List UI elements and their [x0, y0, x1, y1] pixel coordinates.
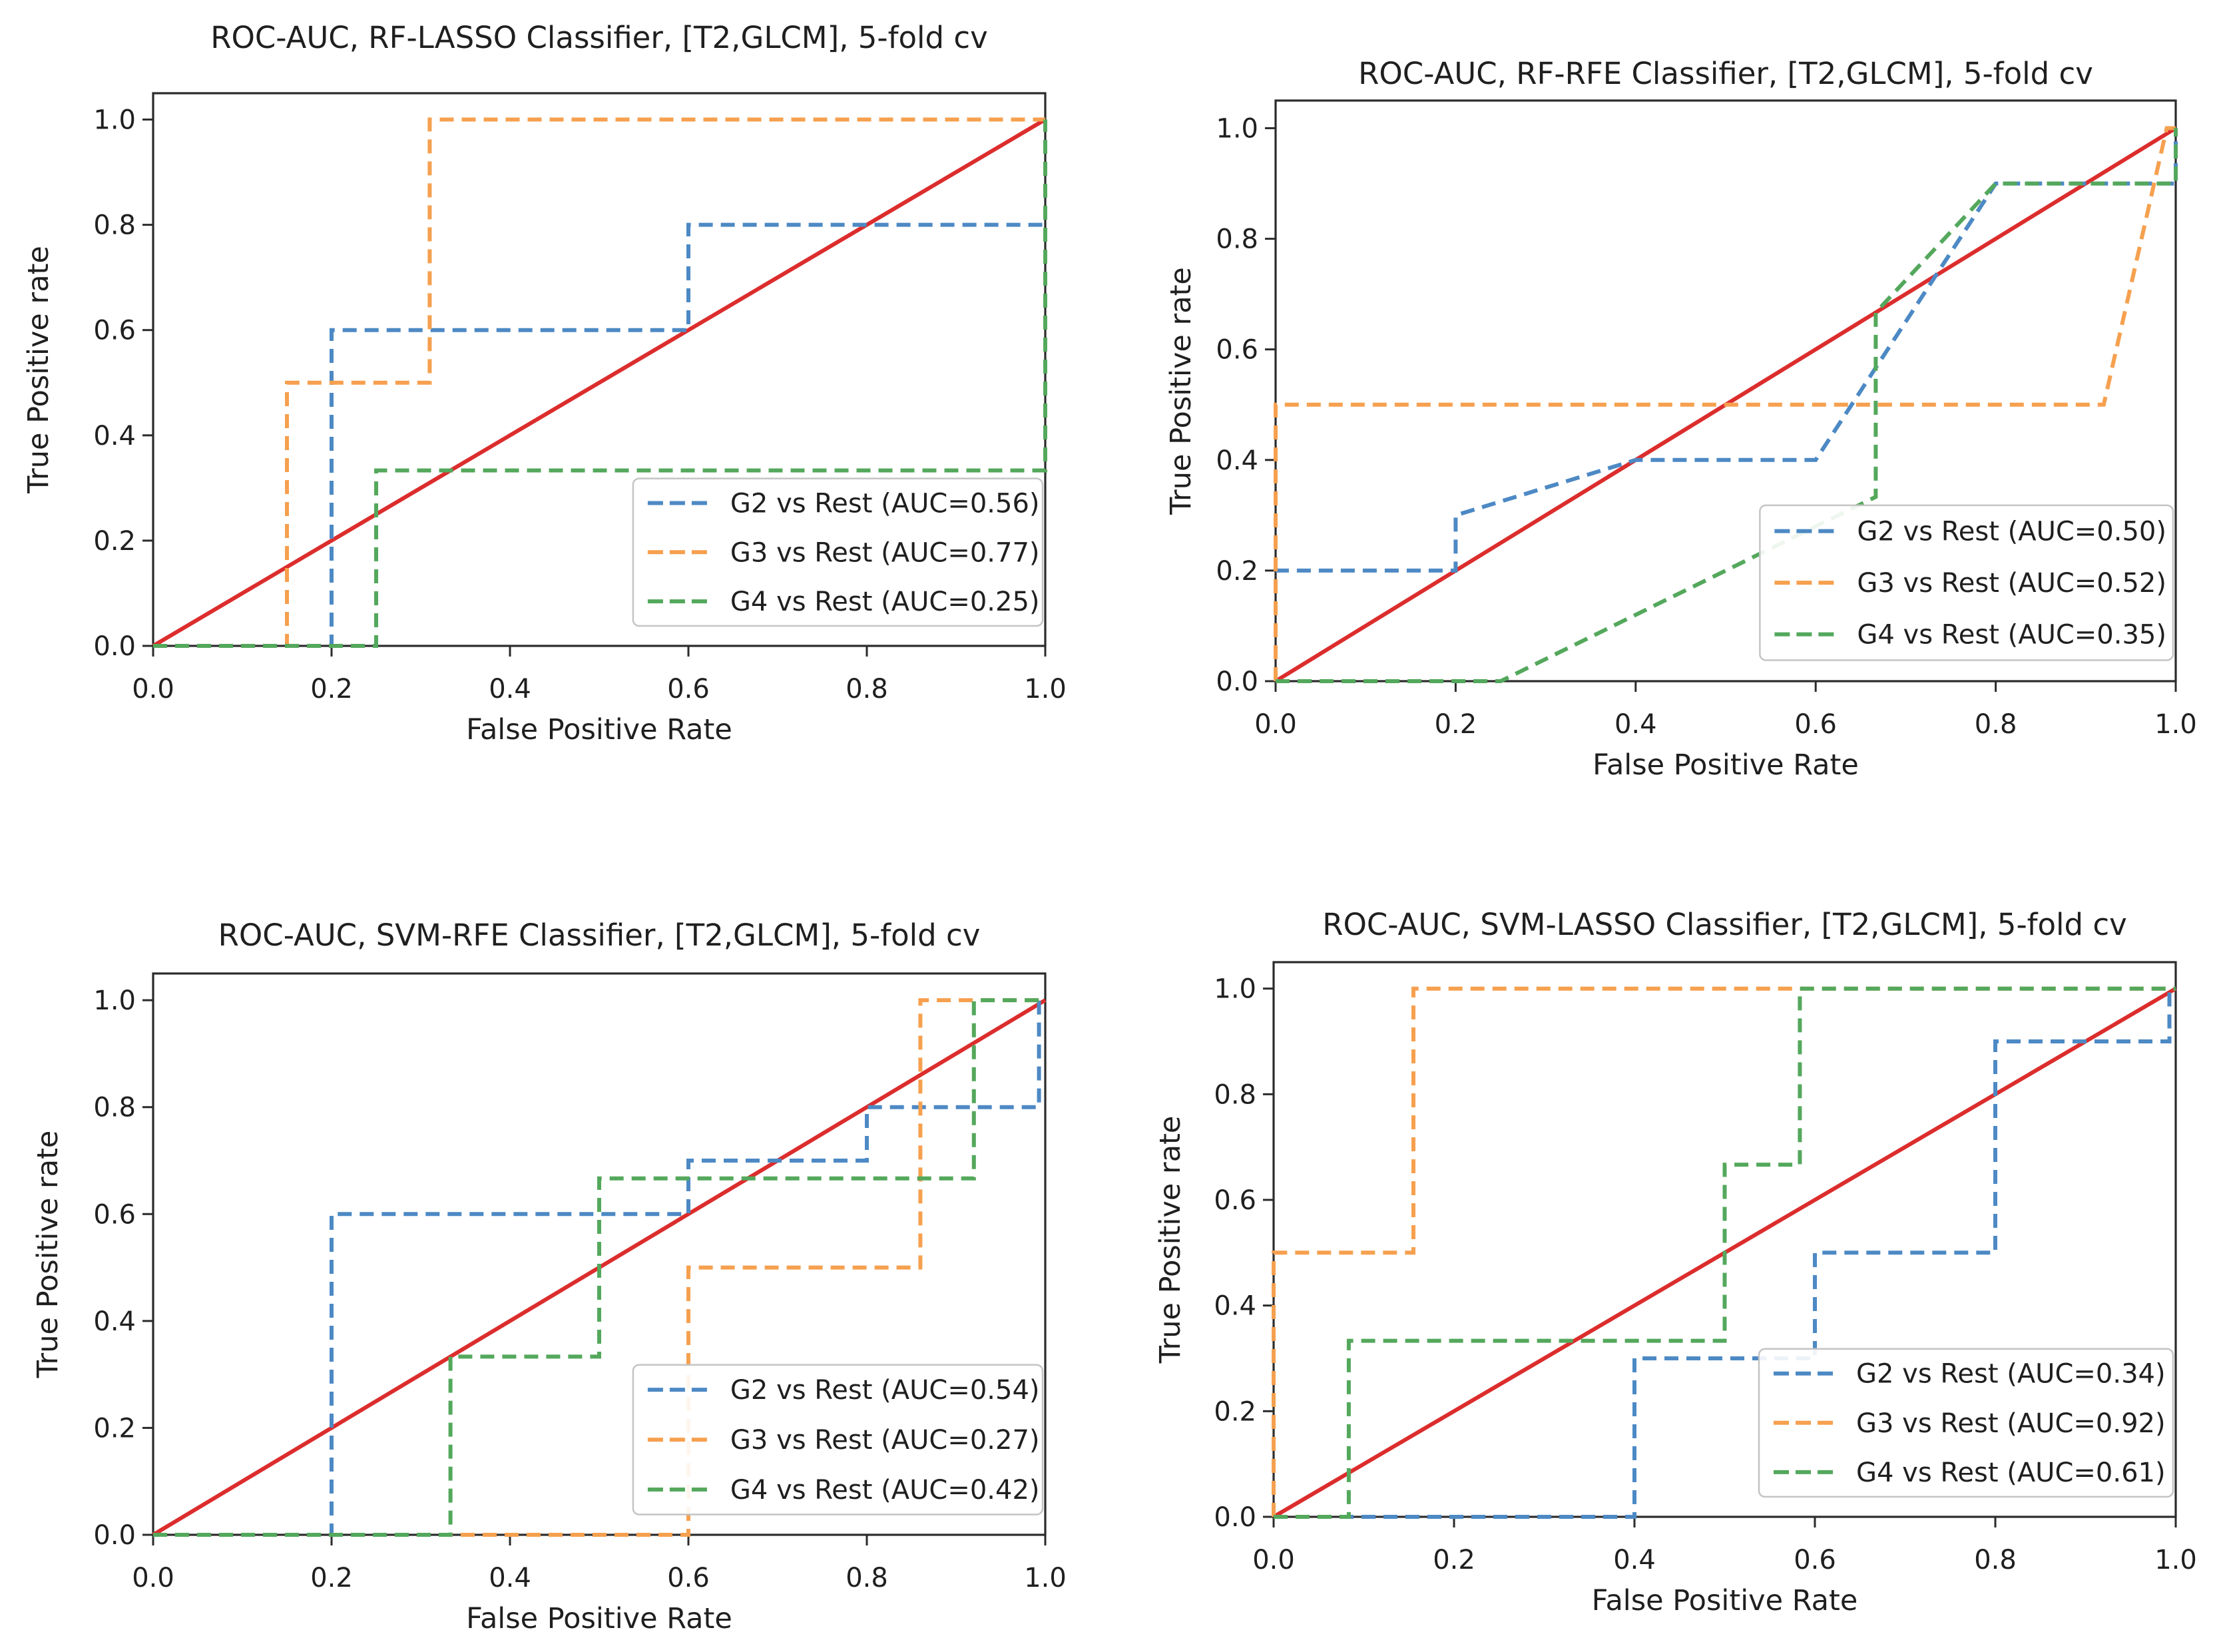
- x-tick-label: 0.2: [310, 674, 353, 704]
- series-g4-line: [153, 119, 1047, 648]
- x-tick-label: 0.8: [846, 1563, 888, 1593]
- x-tick-label: 0.8: [1974, 1545, 2017, 1575]
- y-tick-label: 0.0: [1216, 667, 1258, 697]
- series-g2-line: [1274, 986, 2176, 1519]
- y-tick-label: 0.6: [93, 316, 136, 346]
- x-tick-label: 0.4: [489, 1563, 531, 1593]
- legend-box: [1759, 504, 2174, 661]
- legend-box: [632, 1364, 1044, 1515]
- series-g4-line: [1274, 986, 2176, 1519]
- legend-label-g2: G2 vs Rest (AUC=0.50): [1857, 517, 2166, 547]
- x-tick-label: 0.0: [1252, 1545, 1295, 1575]
- y-tick-label: 0.6: [93, 1199, 136, 1230]
- y-tick-label: 0.6: [1214, 1185, 1256, 1216]
- series-g3-line: [1274, 126, 2176, 681]
- legend-label-g2: G2 vs Rest (AUC=0.54): [730, 1375, 1040, 1406]
- y-tick-label: 0.2: [93, 526, 136, 557]
- y-axis-label: True Positive rate: [1164, 267, 1198, 515]
- x-tick-label: 1.0: [1024, 1563, 1067, 1593]
- y-tick-label: 0.0: [1214, 1502, 1256, 1533]
- x-axis-label: False Positive Rate: [466, 1602, 732, 1635]
- legend-label-g2: G2 vs Rest (AUC=0.56): [730, 489, 1040, 519]
- x-tick-label: 0.8: [846, 674, 888, 704]
- x-tick-label: 0.0: [1254, 709, 1297, 740]
- roc-chart-rf-rfe: ROC-AUC, RF-RFE Classifier, [T2,GLCM], 5…: [1164, 56, 2197, 782]
- chart-title: ROC-AUC, RF-LASSO Classifier, [T2,GLCM],…: [210, 20, 988, 55]
- series-g2-line: [1274, 128, 2178, 681]
- x-tick-label: 1.0: [2154, 1545, 2197, 1575]
- legend-box: [1758, 1348, 2174, 1498]
- y-tick-label: 1.0: [1216, 114, 1258, 144]
- roc-chart-svm-rfe: ROC-AUC, SVM-RFE Classifier, [T2,GLCM], …: [31, 918, 1067, 1635]
- x-tick-label: 0.2: [1435, 709, 1477, 740]
- y-tick-label: 1.0: [93, 105, 136, 136]
- legend-label-g4: G4 vs Rest (AUC=0.61): [1856, 1458, 2166, 1488]
- legend: G2 vs Rest (AUC=0.50) G3 vs Rest (AUC=0.5…: [1759, 504, 2174, 661]
- legend: G2 vs Rest (AUC=0.54) G3 vs Rest (AUC=0.2…: [632, 1364, 1044, 1515]
- series-g4-line: [1276, 128, 2178, 683]
- roc-chart-rf-lasso: ROC-AUC, RF-LASSO Classifier, [T2,GLCM],…: [22, 20, 1067, 746]
- y-tick-label: 0.8: [1216, 224, 1258, 255]
- x-tick-label: 0.8: [1975, 709, 2017, 740]
- y-tick-label: 0.8: [93, 210, 136, 241]
- x-tick-label: 1.0: [1024, 674, 1067, 704]
- legend-label-g4: G4 vs Rest (AUC=0.25): [730, 587, 1040, 617]
- y-axis-label: True Positive rate: [31, 1131, 65, 1379]
- x-tick-label: 0.6: [1794, 709, 1837, 740]
- y-tick-label: 0.6: [1216, 335, 1258, 366]
- x-tick-label: 0.6: [667, 1563, 710, 1593]
- legend-label-g3: G3 vs Rest (AUC=0.52): [1857, 568, 2166, 599]
- legend-label-g3: G3 vs Rest (AUC=0.92): [1856, 1408, 2166, 1439]
- y-tick-label: 0.2: [1214, 1396, 1256, 1427]
- series-g2-line: [153, 998, 1045, 1537]
- roc-chart-svm-lasso: ROC-AUC, SVM-LASSO Classifier, [T2,GLCM]…: [1154, 907, 2197, 1617]
- y-tick-label: 0.2: [1216, 556, 1258, 587]
- x-tick-label: 0.2: [1433, 1545, 1475, 1575]
- x-tick-label: 0.2: [310, 1563, 353, 1593]
- y-tick-label: 1.0: [1214, 974, 1256, 1005]
- chart-title: ROC-AUC, SVM-RFE Classifier, [T2,GLCM], …: [218, 918, 981, 953]
- y-tick-label: 0.4: [93, 421, 136, 451]
- legend-label-g4: G4 vs Rest (AUC=0.42): [730, 1475, 1040, 1506]
- y-tick-label: 0.2: [93, 1413, 136, 1444]
- x-tick-label: 0.4: [1614, 709, 1657, 740]
- legend-label-g3: G3 vs Rest (AUC=0.27): [730, 1425, 1040, 1456]
- axes-frame: [1272, 961, 2177, 1518]
- legend: G2 vs Rest (AUC=0.34) G3 vs Rest (AUC=0.9…: [1758, 1348, 2174, 1498]
- legend-box: [632, 477, 1044, 627]
- y-tick-label: 1.0: [93, 985, 136, 1016]
- x-tick-label: 0.4: [1613, 1545, 1656, 1575]
- x-tick-label: 0.6: [1794, 1545, 1836, 1575]
- y-tick-label: 0.4: [93, 1306, 136, 1337]
- y-tick-label: 0.4: [1216, 445, 1258, 476]
- series-g4-line: [153, 998, 1045, 1537]
- x-tick-label: 0.0: [132, 1563, 174, 1593]
- legend-label-g3: G3 vs Rest (AUC=0.77): [730, 537, 1040, 568]
- chart-title: ROC-AUC, SVM-LASSO Classifier, [T2,GLCM]…: [1322, 907, 2127, 942]
- series-g3-line: [153, 998, 1045, 1537]
- chart-title: ROC-AUC, RF-RFE Classifier, [T2,GLCM], 5…: [1358, 56, 2093, 91]
- legend-label-g2: G2 vs Rest (AUC=0.34): [1856, 1359, 2166, 1390]
- y-tick-label: 0.4: [1214, 1291, 1256, 1322]
- y-tick-label: 0.8: [1214, 1079, 1256, 1110]
- y-axis-label: True Positive rate: [1154, 1116, 1187, 1364]
- x-axis-label: False Positive Rate: [1593, 748, 1859, 782]
- x-tick-label: 1.0: [2154, 709, 2197, 740]
- legend-label-g4: G4 vs Rest (AUC=0.35): [1857, 620, 2166, 651]
- y-tick-label: 0.8: [93, 1093, 136, 1123]
- x-tick-label: 0.6: [667, 674, 710, 704]
- x-tick-label: 0.0: [132, 674, 174, 704]
- y-tick-label: 0.0: [93, 1520, 136, 1551]
- series-g3-line: [1272, 986, 2176, 1517]
- axes-frame: [1274, 99, 2177, 683]
- x-axis-label: False Positive Rate: [466, 713, 732, 746]
- y-tick-label: 0.0: [93, 631, 136, 662]
- chance-diagonal-line: [152, 117, 1047, 648]
- x-axis-label: False Positive Rate: [1592, 1584, 1858, 1617]
- x-tick-label: 0.4: [489, 674, 531, 704]
- legend: G2 vs Rest (AUC=0.56) G3 vs Rest (AUC=0.7…: [632, 477, 1044, 627]
- y-axis-label: True Positive rate: [22, 246, 55, 494]
